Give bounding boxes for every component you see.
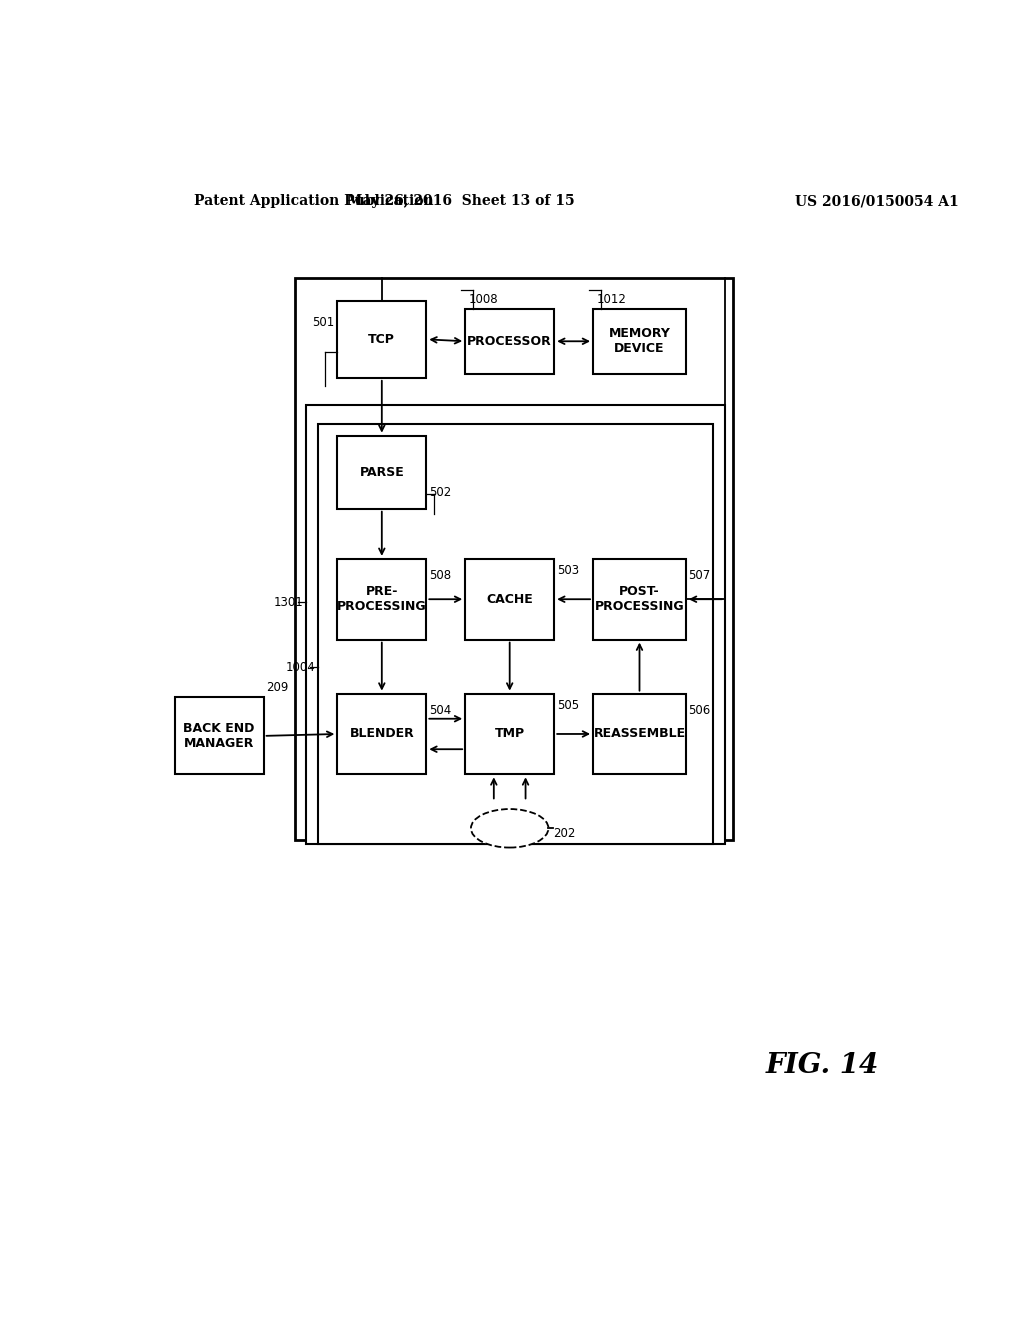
Text: 505: 505 xyxy=(557,698,579,711)
Bar xyxy=(174,697,263,775)
Text: FIG. 14: FIG. 14 xyxy=(766,1052,879,1078)
Ellipse shape xyxy=(471,809,549,847)
Bar xyxy=(337,558,426,640)
Text: 1012: 1012 xyxy=(597,293,627,305)
Bar xyxy=(593,693,686,775)
Text: TCP: TCP xyxy=(369,333,395,346)
Bar xyxy=(295,277,732,840)
Bar xyxy=(306,405,725,843)
Text: 501: 501 xyxy=(312,315,335,329)
Bar xyxy=(317,424,713,843)
Text: TMP: TMP xyxy=(495,727,524,741)
Text: 1008: 1008 xyxy=(469,293,499,305)
Text: US 2016/0150054 A1: US 2016/0150054 A1 xyxy=(795,194,958,209)
Bar xyxy=(593,558,686,640)
Bar xyxy=(337,693,426,775)
Text: Patent Application Publication: Patent Application Publication xyxy=(194,194,433,209)
Text: PROCESSOR: PROCESSOR xyxy=(467,335,552,347)
Text: 508: 508 xyxy=(429,569,451,582)
Bar xyxy=(337,436,426,508)
Text: 1301: 1301 xyxy=(274,595,304,609)
Text: 504: 504 xyxy=(429,704,451,717)
Text: May 26, 2016  Sheet 13 of 15: May 26, 2016 Sheet 13 of 15 xyxy=(347,194,575,209)
Text: BLENDER: BLENDER xyxy=(349,727,414,741)
Text: PARSE: PARSE xyxy=(359,466,404,479)
Text: CACHE: CACHE xyxy=(486,593,534,606)
Text: BACK END
MANAGER: BACK END MANAGER xyxy=(183,722,255,750)
Text: 202: 202 xyxy=(553,826,575,840)
Text: 1004: 1004 xyxy=(286,661,315,675)
Bar xyxy=(593,309,686,374)
Bar xyxy=(465,693,554,775)
Text: 506: 506 xyxy=(688,704,711,717)
Text: 502: 502 xyxy=(429,486,451,499)
Text: PRE-
PROCESSING: PRE- PROCESSING xyxy=(337,585,427,614)
Text: 503: 503 xyxy=(557,564,579,577)
Bar xyxy=(465,309,554,374)
Text: MEMORY
DEVICE: MEMORY DEVICE xyxy=(608,327,671,355)
Text: 507: 507 xyxy=(688,569,711,582)
Text: 209: 209 xyxy=(266,681,289,694)
Bar xyxy=(465,558,554,640)
Text: REASSEMBLE: REASSEMBLE xyxy=(594,727,685,741)
Text: POST-
PROCESSING: POST- PROCESSING xyxy=(595,585,684,614)
Bar xyxy=(337,301,426,378)
